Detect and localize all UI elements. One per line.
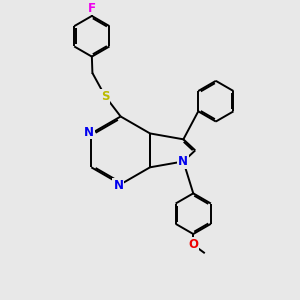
Text: N: N	[113, 179, 123, 192]
Text: N: N	[84, 125, 94, 139]
Text: N: N	[178, 155, 188, 168]
Text: S: S	[101, 90, 110, 103]
Text: O: O	[188, 238, 198, 251]
Text: F: F	[88, 2, 96, 14]
